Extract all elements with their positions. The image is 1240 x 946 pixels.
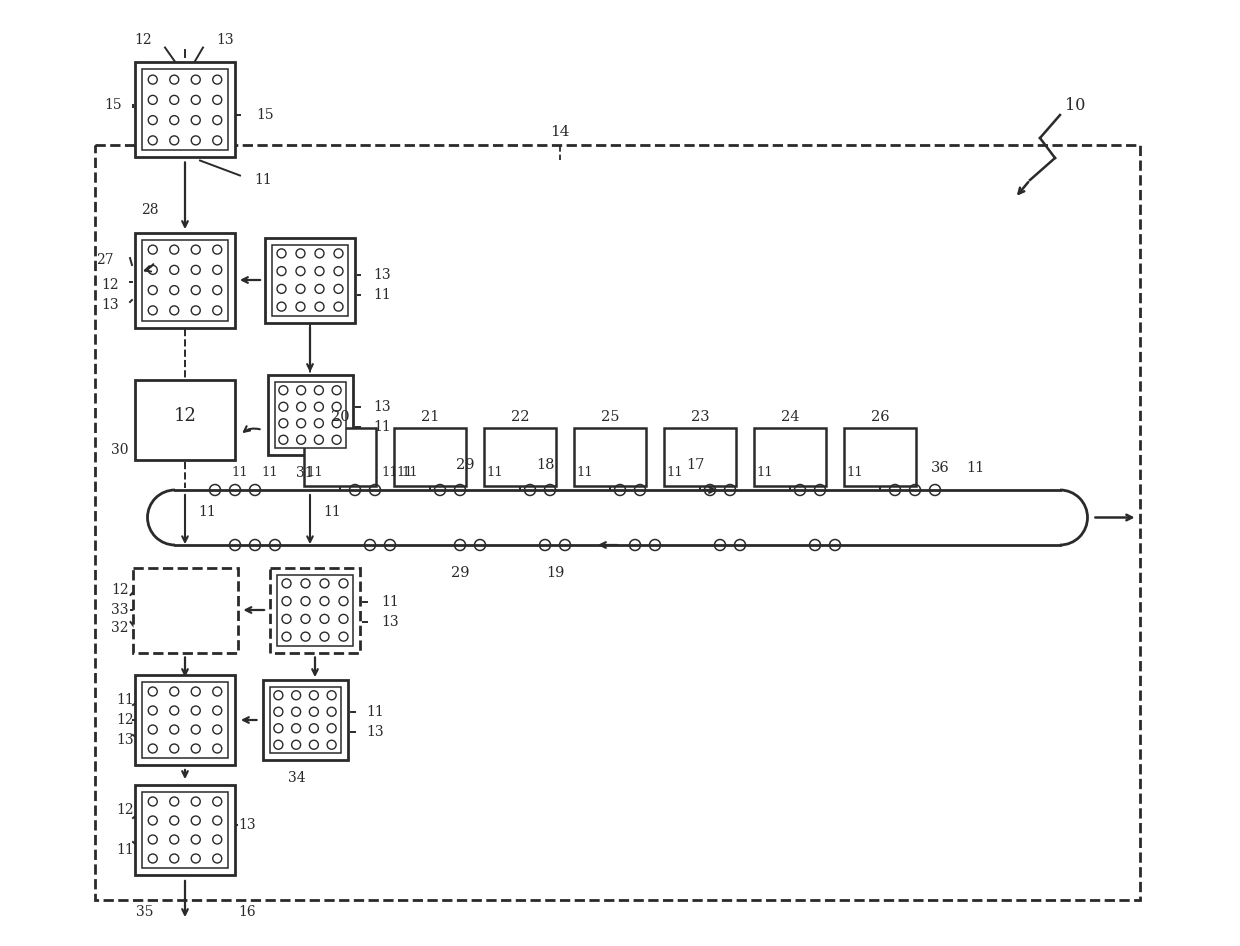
Text: 32: 32 [112, 621, 129, 635]
Text: 26: 26 [870, 410, 889, 424]
Bar [135, 785, 236, 875]
Bar [143, 69, 228, 150]
Text: 11: 11 [366, 705, 384, 719]
Text: 11: 11 [577, 465, 594, 479]
Text: 11: 11 [966, 461, 985, 475]
Text: 18: 18 [536, 458, 554, 472]
Text: 29: 29 [451, 566, 469, 580]
Text: 12: 12 [174, 407, 196, 425]
Text: 31: 31 [296, 466, 314, 480]
Text: 11: 11 [402, 465, 418, 479]
Text: 16: 16 [238, 905, 255, 919]
Text: 11: 11 [232, 465, 248, 479]
Text: 13: 13 [102, 298, 119, 312]
Text: 11: 11 [324, 505, 341, 519]
Text: 17: 17 [686, 458, 704, 472]
Bar [135, 233, 236, 327]
Text: 34: 34 [288, 771, 306, 785]
Text: 11: 11 [381, 595, 399, 609]
Bar [133, 568, 238, 653]
Bar [95, 145, 1140, 900]
Text: 12: 12 [112, 583, 129, 597]
Bar [663, 428, 737, 486]
Text: 33: 33 [112, 603, 129, 617]
Bar [135, 62, 236, 157]
Text: 19: 19 [546, 566, 564, 580]
Text: 11: 11 [397, 465, 413, 479]
Text: 24: 24 [781, 410, 800, 424]
Text: 11: 11 [373, 420, 391, 434]
Bar [754, 428, 826, 486]
Text: 11: 11 [117, 693, 134, 707]
Text: 22: 22 [511, 410, 529, 424]
Bar [135, 380, 236, 460]
Text: 11: 11 [373, 288, 391, 302]
Text: 11: 11 [847, 465, 863, 479]
Text: 28: 28 [141, 203, 159, 217]
Text: 11: 11 [382, 465, 398, 479]
Text: 13: 13 [373, 268, 391, 282]
Bar [265, 237, 355, 323]
Bar [143, 239, 228, 321]
Text: 30: 30 [112, 443, 129, 457]
Bar [484, 428, 556, 486]
Bar [274, 382, 346, 448]
Bar [269, 687, 341, 753]
Text: 13: 13 [117, 733, 134, 747]
Bar [304, 428, 376, 486]
Text: 14: 14 [551, 125, 569, 139]
Text: 11: 11 [198, 505, 216, 519]
Text: 11: 11 [486, 465, 503, 479]
Text: 35: 35 [136, 905, 154, 919]
Text: 20: 20 [331, 410, 350, 424]
Text: 11: 11 [667, 465, 683, 479]
Text: 11: 11 [756, 465, 774, 479]
Text: 21: 21 [420, 410, 439, 424]
Bar [272, 244, 348, 316]
Text: 12: 12 [117, 713, 134, 727]
Text: 13: 13 [373, 400, 391, 414]
Bar [143, 682, 228, 758]
Bar [394, 428, 466, 486]
Bar [263, 680, 347, 760]
Text: 13: 13 [366, 725, 384, 739]
Text: 12: 12 [117, 803, 134, 817]
Text: 25: 25 [600, 410, 619, 424]
Text: 10: 10 [1065, 96, 1085, 114]
Text: 11: 11 [306, 465, 324, 479]
Text: 27: 27 [97, 253, 114, 267]
Bar [574, 428, 646, 486]
Text: 15: 15 [257, 108, 274, 122]
Bar [277, 574, 353, 645]
Text: 12: 12 [102, 278, 119, 292]
Text: 11: 11 [262, 465, 278, 479]
Bar [844, 428, 916, 486]
Text: 15: 15 [104, 98, 122, 112]
Text: 13: 13 [216, 33, 234, 47]
Text: 11: 11 [117, 843, 134, 857]
Bar [135, 675, 236, 765]
Text: 23: 23 [691, 410, 709, 424]
Text: 13: 13 [381, 615, 399, 629]
Text: 11: 11 [254, 172, 272, 186]
Bar [270, 568, 360, 653]
Text: 13: 13 [238, 818, 255, 832]
Text: 29: 29 [456, 458, 474, 472]
Bar [143, 792, 228, 868]
Bar [268, 375, 352, 455]
Text: 12: 12 [134, 33, 151, 47]
Text: 36: 36 [931, 461, 950, 475]
